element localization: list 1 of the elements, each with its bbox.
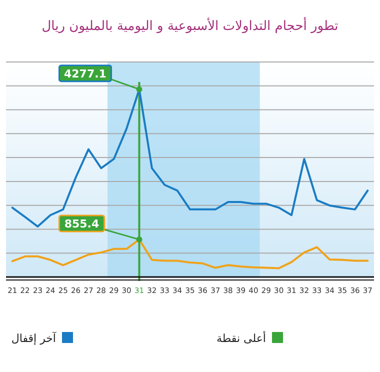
title: تطور أحجام التداولات الأسبوعية و اليومية بالمليون ريال bbox=[42, 19, 338, 34]
